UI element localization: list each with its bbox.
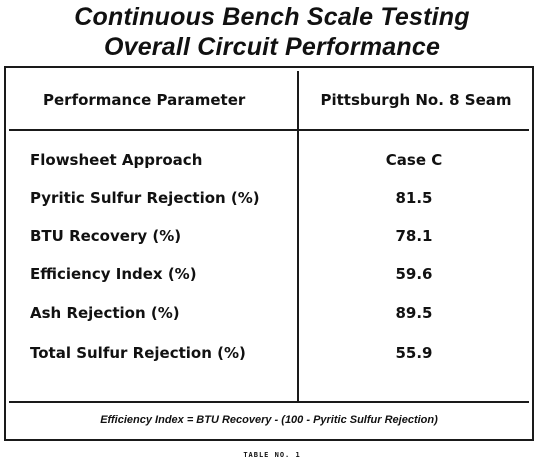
header-parameter: Performance Parameter (43, 91, 246, 109)
table-caption: TABLE NO. 1 (243, 451, 301, 459)
row-label: Flowsheet Approach (30, 151, 203, 169)
row-value: 89.5 (395, 304, 433, 322)
header-seam: Pittsburgh No. 8 Seam (320, 91, 512, 109)
table-row: BTU Recovery (%) 78.1 (6, 227, 536, 251)
row-value: Case C (385, 151, 443, 169)
title-line-2: Overall Circuit Performance (103, 33, 441, 61)
row-value: 78.1 (395, 227, 433, 245)
table-row: Total Sulfur Rejection (%) 55.9 (6, 344, 536, 368)
table-header-row: Performance Parameter Pittsburgh No. 8 S… (9, 71, 529, 131)
performance-table: Performance Parameter Pittsburgh No. 8 S… (4, 66, 534, 441)
row-label: Ash Rejection (%) (30, 304, 180, 322)
table-row: Flowsheet Approach Case C (6, 151, 536, 175)
title-line-1: Continuous Bench Scale Testing (74, 3, 470, 31)
row-label: Total Sulfur Rejection (%) (30, 344, 246, 362)
table-row: Efficiency Index (%) 59.6 (6, 265, 536, 289)
row-label: BTU Recovery (%) (30, 227, 182, 245)
footnote: Efficiency Index = BTU Recovery - (100 -… (100, 414, 438, 426)
column-divider (297, 71, 299, 401)
table-row: Ash Rejection (%) 89.5 (6, 304, 536, 328)
footnote-divider (9, 401, 529, 403)
row-value: 81.5 (395, 189, 433, 207)
row-value: 59.6 (395, 265, 433, 283)
row-value: 55.9 (395, 344, 433, 362)
table-row: Pyritic Sulfur Rejection (%) 81.5 (6, 189, 536, 213)
row-label: Efficiency Index (%) (30, 265, 197, 283)
row-label: Pyritic Sulfur Rejection (%) (30, 189, 260, 207)
